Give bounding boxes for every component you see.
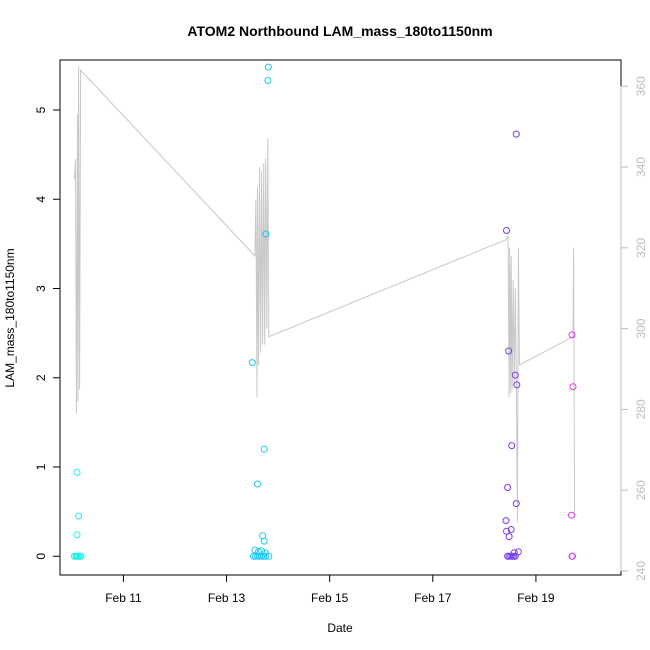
y-tick-label-3: 3 bbox=[34, 285, 48, 292]
y-tick-label-4: 4 bbox=[34, 196, 48, 203]
data-point-12 bbox=[262, 230, 270, 238]
data-point-28 bbox=[265, 552, 273, 560]
y2-tick-label-1: 260 bbox=[634, 480, 648, 500]
x-tick-label-3: Feb 17 bbox=[414, 591, 452, 605]
data-point-32 bbox=[502, 517, 510, 525]
x-tick-label-1: Feb 13 bbox=[208, 591, 246, 605]
data-point-41 bbox=[510, 549, 518, 557]
x-tick-label-4: Feb 19 bbox=[517, 591, 555, 605]
data-point-35 bbox=[507, 526, 515, 533]
data-point-20 bbox=[261, 549, 269, 557]
y2-tick-label-0: 240 bbox=[634, 561, 648, 581]
y2-tick-label-3: 300 bbox=[634, 318, 648, 338]
data-point-7 bbox=[73, 531, 81, 539]
chart-title: ATOM2 Northbound LAM_mass_180to1150nm bbox=[187, 23, 492, 39]
x-axis-label: Date bbox=[327, 621, 353, 635]
y2-tick-label-2: 280 bbox=[634, 399, 648, 419]
data-point-30 bbox=[505, 347, 513, 355]
data-point-27 bbox=[262, 552, 270, 560]
data-point-51 bbox=[568, 511, 575, 519]
data-point-13 bbox=[264, 77, 272, 84]
data-point-14 bbox=[264, 63, 272, 71]
data-point-8 bbox=[75, 512, 83, 520]
y2-tick-label-5: 340 bbox=[634, 157, 648, 177]
y-tick-label-0: 0 bbox=[34, 553, 48, 560]
data-point-10 bbox=[254, 480, 261, 488]
y2-tick-label-4: 320 bbox=[634, 237, 648, 257]
data-point-5 bbox=[77, 552, 85, 560]
data-point-39 bbox=[512, 130, 520, 138]
data-point-16 bbox=[260, 537, 268, 545]
data-point-9 bbox=[248, 359, 256, 367]
y2-tick-label-6: 360 bbox=[634, 76, 648, 96]
data-point-6 bbox=[73, 468, 81, 476]
x-tick-label-0: Feb 11 bbox=[105, 591, 142, 605]
data-point-11 bbox=[260, 445, 268, 453]
data-point-40 bbox=[512, 500, 520, 508]
y-tick-label-1: 1 bbox=[34, 463, 48, 470]
data-point-34 bbox=[505, 533, 513, 541]
data-point-29 bbox=[503, 227, 510, 234]
data-point-36 bbox=[508, 442, 516, 450]
data-point-48 bbox=[511, 552, 519, 560]
y-tick-label-2: 2 bbox=[34, 374, 48, 381]
data-point-31 bbox=[504, 484, 512, 491]
y-axis-label: LAM_mass_180to1150nm bbox=[3, 248, 17, 387]
data-point-49 bbox=[568, 331, 576, 339]
data-point-50 bbox=[569, 383, 577, 391]
data-point-26 bbox=[260, 552, 268, 560]
y-tick-label-5: 5 bbox=[34, 106, 48, 113]
x-tick-label-2: Feb 15 bbox=[311, 591, 349, 605]
data-point-38 bbox=[513, 381, 521, 389]
data-point-53 bbox=[569, 552, 576, 560]
data-point-37 bbox=[511, 371, 519, 379]
data-point-25 bbox=[258, 552, 266, 560]
secondary-series-line bbox=[73, 66, 576, 523]
plot-area: Feb 11 Feb 13 Feb 15 Feb 17 Feb 19 0 1 2 3 4 5 240 2… bbox=[34, 59, 648, 605]
